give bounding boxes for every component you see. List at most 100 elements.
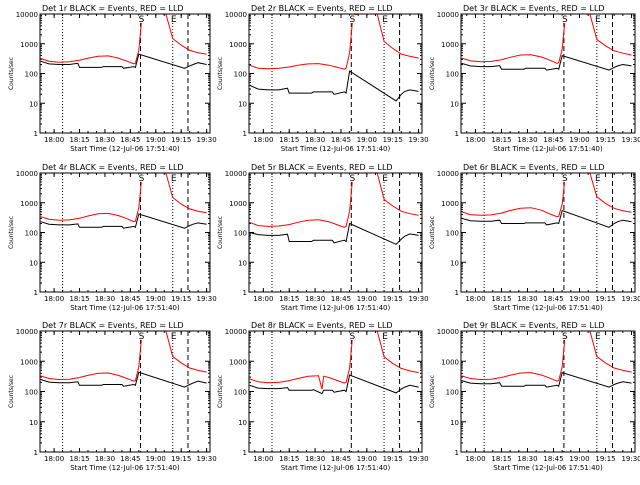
chart-panel-5: Det 5r BLACK = Events, RED = LLD 18:00 18:… — [217, 163, 429, 312]
series-line-events — [40, 213, 207, 229]
axes-frame — [39, 172, 211, 293]
y-tick-label: 10000 — [225, 170, 247, 178]
y-tick-label: 10000 — [16, 170, 38, 178]
series-line-lld — [40, 14, 207, 65]
x-tick-label: 18:00 — [44, 295, 64, 303]
chart-panel-4: Det 4r BLACK = Events, RED = LLD 18:00 18:… — [8, 163, 217, 312]
x-tick-label: 19:30 — [408, 295, 428, 303]
x-tick-label: 18:15 — [69, 295, 89, 303]
axes-frame — [460, 172, 636, 293]
chart-panel-6: Det 6r BLACK = Events, RED = LLD 18:00 18:… — [429, 163, 640, 312]
annotation-e: E — [595, 15, 601, 25]
y-tick-label: 1000 — [229, 200, 247, 208]
y-tick-label: 10000 — [16, 11, 38, 19]
x-tick-label: 19:30 — [197, 136, 217, 144]
x-tick-label: 18:00 — [465, 295, 485, 303]
x-tick-label: 18:15 — [279, 136, 299, 144]
y-tick-label: 1 — [243, 449, 247, 457]
chart-title: Det 3r BLACK = Events, RED = LLD — [463, 4, 605, 13]
annotation-s: S — [139, 174, 145, 184]
y-axis-label: Counts/sec — [429, 216, 436, 249]
y-axis-label: Counts/sec — [217, 57, 224, 90]
x-tick-label: 18:45 — [331, 455, 351, 463]
y-tick-label: 1000 — [441, 41, 459, 49]
chart-title: Det 8r BLACK = Events, RED = LLD — [251, 321, 393, 330]
x-tick-label: 18:15 — [69, 136, 89, 144]
x-tick-label: 18:30 — [95, 455, 115, 463]
y-tick-label: 10 — [238, 259, 247, 267]
y-tick-label: 10000 — [16, 328, 38, 336]
series-line-lld — [461, 331, 632, 382]
y-axis-label: Counts/sec — [8, 57, 15, 90]
y-tick-label: 10 — [450, 259, 459, 267]
series-line-events — [40, 371, 207, 388]
y-tick-label: 1000 — [229, 358, 247, 366]
x-tick-label: 18:45 — [543, 295, 563, 303]
x-tick-label: 18:45 — [543, 136, 563, 144]
y-tick-label: 10 — [29, 100, 38, 108]
x-tick-label: 19:30 — [197, 295, 217, 303]
x-axis-label: Start Time (12-Jul-06 17:51:40) — [281, 304, 391, 312]
series-line-events — [461, 209, 632, 228]
x-tick-label: 18:45 — [120, 455, 140, 463]
series-line-lld — [249, 331, 419, 390]
y-tick-label: 10 — [450, 100, 459, 108]
x-tick-label: 19:15 — [171, 295, 191, 303]
x-axis-label: Start Time (12-Jul-06 17:51:40) — [493, 464, 603, 472]
x-tick-label: 19:30 — [621, 295, 640, 303]
series-line-events — [249, 222, 419, 245]
x-tick-label: 18:45 — [331, 295, 351, 303]
y-tick-label: 100 — [446, 389, 459, 397]
annotation-e: E — [595, 332, 601, 342]
x-tick-label: 18:00 — [44, 136, 64, 144]
series-line-lld — [461, 173, 632, 218]
x-tick-label: 18:00 — [465, 136, 485, 144]
series-line-events — [40, 53, 207, 69]
x-tick-label: 19:15 — [595, 136, 615, 144]
axes-frame — [248, 13, 423, 134]
x-tick-label: 19:15 — [171, 136, 191, 144]
x-tick-label: 19:15 — [383, 295, 403, 303]
annotation-s: S — [349, 174, 355, 184]
chart-title: Det 1r BLACK = Events, RED = LLD — [42, 4, 184, 13]
series-line-events — [461, 54, 632, 71]
y-tick-label: 10 — [29, 419, 38, 427]
y-tick-label: 10000 — [225, 328, 247, 336]
x-tick-label: 19:30 — [197, 455, 217, 463]
axes-frame — [39, 13, 211, 134]
x-tick-label: 18:30 — [95, 295, 115, 303]
y-tick-label: 1 — [243, 130, 247, 138]
x-axis-label: Start Time (12-Jul-06 17:51:40) — [493, 304, 603, 312]
x-tick-label: 18:15 — [491, 295, 511, 303]
annotation-e: E — [382, 15, 388, 25]
x-tick-label: 18:30 — [305, 295, 325, 303]
x-tick-label: 18:15 — [279, 295, 299, 303]
chart-panel-9: Det 9r BLACK = Events, RED = LLD 18:00 18:… — [429, 321, 640, 472]
y-tick-label: 1 — [455, 289, 459, 297]
x-tick-label: 18:15 — [279, 455, 299, 463]
axes-frame — [460, 330, 636, 453]
x-tick-label: 19:30 — [621, 455, 640, 463]
x-tick-label: 19:30 — [408, 455, 428, 463]
y-tick-label: 1 — [455, 130, 459, 138]
x-tick-label: 18:00 — [253, 136, 273, 144]
x-tick-label: 19:30 — [621, 136, 640, 144]
series-line-lld — [249, 173, 419, 228]
x-tick-label: 19:00 — [357, 295, 377, 303]
x-tick-label: 19:15 — [383, 455, 403, 463]
y-tick-label: 10000 — [437, 170, 459, 178]
x-tick-label: 18:30 — [517, 455, 537, 463]
annotation-s: S — [349, 332, 355, 342]
x-tick-label: 18:15 — [69, 455, 89, 463]
axes-frame — [39, 330, 211, 453]
x-tick-label: 18:45 — [120, 136, 140, 144]
y-tick-label: 10000 — [225, 11, 247, 19]
x-tick-label: 19:00 — [146, 295, 166, 303]
y-tick-label: 100 — [234, 71, 247, 79]
y-tick-label: 100 — [446, 71, 459, 79]
y-axis-label: Counts/sec — [217, 216, 224, 249]
y-tick-label: 10 — [238, 100, 247, 108]
chart-panel-1: Det 1r BLACK = Events, RED = LLD 18:00 18:… — [8, 4, 217, 153]
y-tick-label: 1 — [243, 289, 247, 297]
